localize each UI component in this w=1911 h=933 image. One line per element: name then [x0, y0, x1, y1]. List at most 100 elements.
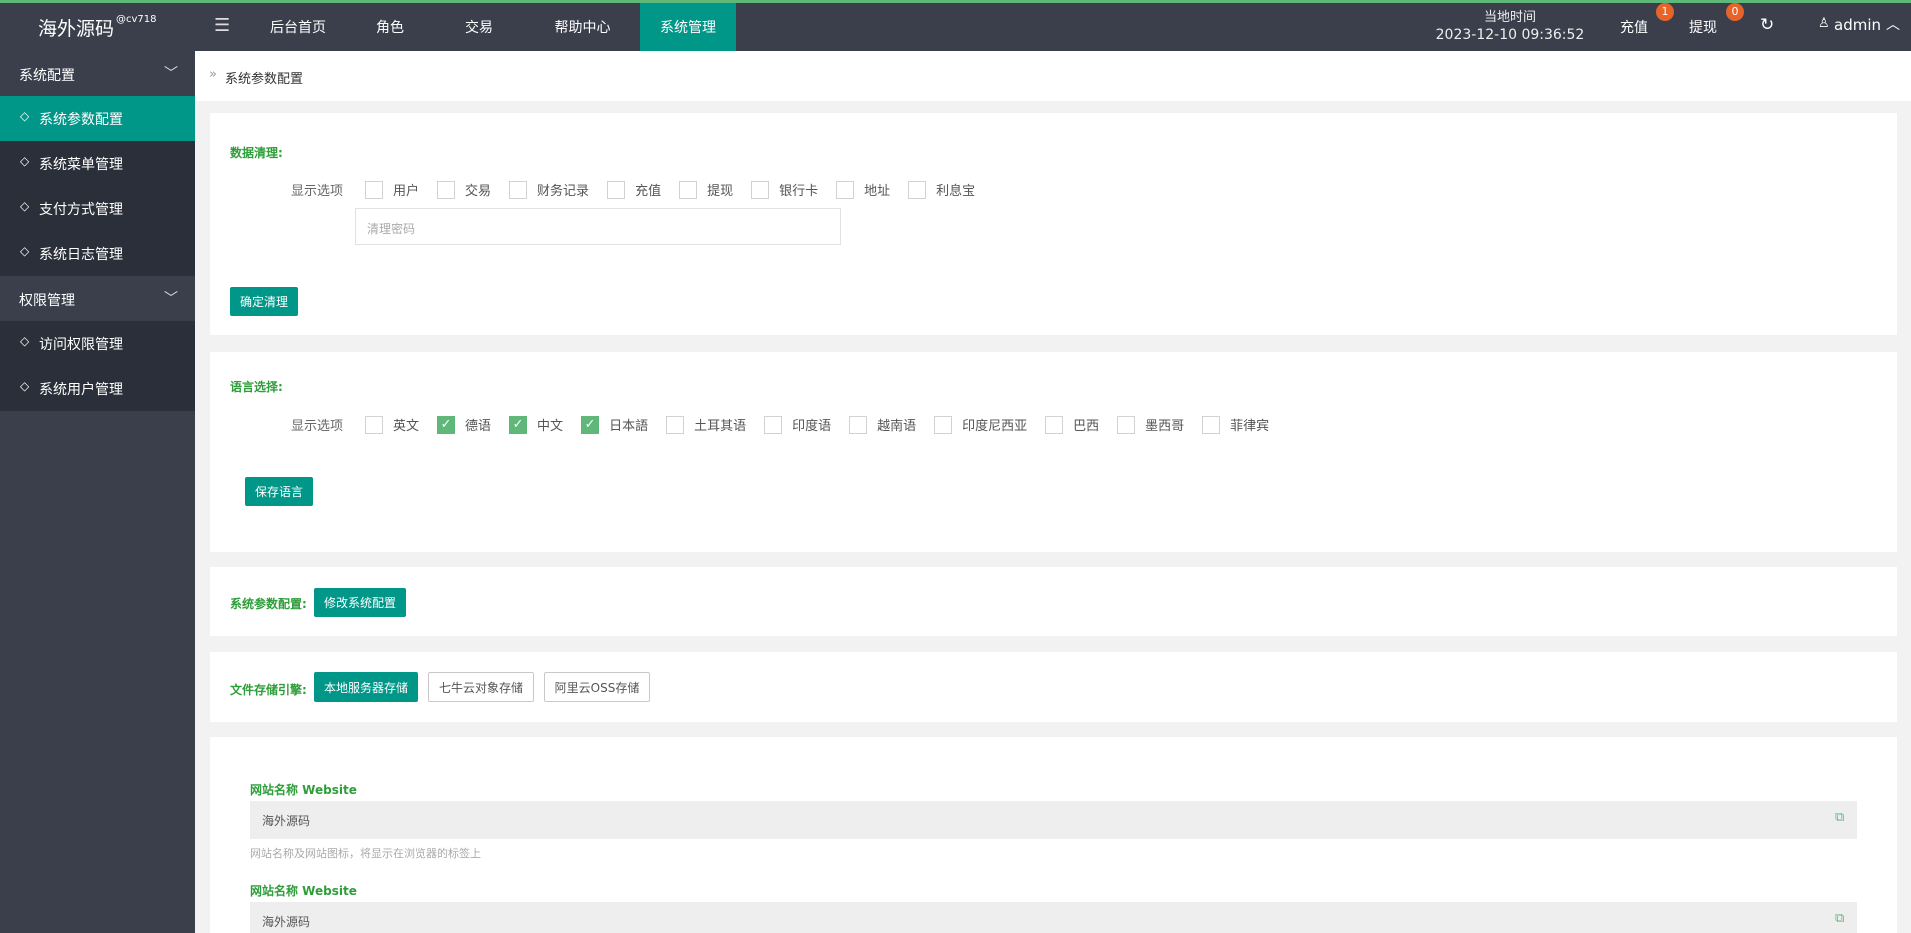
withdraw-badge: 0 [1726, 3, 1744, 21]
nav-item[interactable]: 后台首页 [270, 20, 326, 36]
password-input[interactable]: 清理密码 [355, 208, 841, 245]
top-line [0, 0, 1911, 3]
nav-item[interactable]: 系统管理 [640, 3, 736, 51]
checkbox[interactable] [1045, 415, 1064, 434]
checkbox[interactable]: ✓ [509, 415, 528, 434]
checkbox-label: 提现 [707, 184, 734, 199]
menu-item[interactable]: ◇ 支付方式管理 [0, 186, 195, 231]
checkbox-label: 印度语 [792, 419, 832, 434]
checkbox[interactable] [679, 180, 698, 199]
storage-option[interactable]: 阿里云OSS存储 [544, 672, 650, 702]
checkbox[interactable] [365, 180, 384, 199]
menu-label: 系统日志管理 [39, 247, 123, 263]
menu-item[interactable]: ◇ 系统菜单管理 [0, 141, 195, 186]
breadcrumb-bar: » 系统参数配置 [195, 51, 1911, 101]
breadcrumb[interactable]: 系统参数配置 [225, 72, 304, 87]
checkbox-label: 英文 [393, 419, 420, 434]
menu-label: 系统菜单管理 [39, 157, 123, 173]
recharge[interactable]: 充值 [1620, 20, 1648, 36]
time: 2023-12-10 09:36:52 [1435, 27, 1585, 43]
logo-tag: @cv718 [116, 14, 157, 25]
checkbox[interactable] [934, 415, 953, 434]
panel: 语言选择: 显示选项 英文 ✓ 德语 ✓ 中文 ✓ 日本語 土耳其语 印度语 越南语 印度尼西亚 巴西 墨西… [210, 352, 1897, 552]
menu-item[interactable]: ◇ 系统用户管理 [0, 366, 195, 411]
menu-icon: ◇ [20, 199, 30, 213]
field-value: 海外源码 [262, 814, 311, 828]
time-label: 当地时间 [1483, 10, 1536, 25]
checkbox-label: 利息宝 [936, 184, 976, 199]
menu-item[interactable]: ◇ 系统参数配置 [0, 96, 195, 141]
options-row: 显示选项 英文 ✓ 德语 ✓ 中文 ✓ 日本語 土耳其语 印度语 越南语 印度尼西亚 巴西 墨西哥 菲律宾 [291, 415, 1269, 434]
menu-label: 访问权限管理 [39, 337, 123, 353]
checkbox[interactable] [666, 415, 685, 434]
checkbox[interactable] [908, 180, 927, 199]
sidebar: 系统配置 ﹀ ◇ 系统参数配置 ◇ 系统菜单管理 ◇ 支付方式管理 ◇ 系统日志管理 权限管理 ﹀ ◇ 访… [0, 51, 195, 933]
panel: 系统参数配置: 修改系统配置 [210, 567, 1897, 636]
checkbox[interactable] [437, 180, 456, 199]
menu-item[interactable]: ◇ 访问权限管理 [0, 321, 195, 366]
checkbox[interactable] [607, 180, 626, 199]
panel: 数据清理: 显示选项 用户 交易 财务记录 充值 提现 银行卡 地址 利息宝 清理密码 确定清理 [210, 113, 1897, 335]
copy-icon[interactable]: ⧉ [1835, 911, 1845, 926]
checkbox[interactable]: ✓ [437, 415, 456, 434]
options-label: 显示选项 [291, 184, 344, 199]
checkbox[interactable] [751, 180, 770, 199]
placeholder: 清理密码 [367, 222, 416, 236]
checkbox-label: 墨西哥 [1145, 419, 1185, 434]
user-icon: ♙ [1818, 16, 1830, 31]
field-label: 网站名称 Website [250, 783, 357, 797]
checkbox-label: 巴西 [1073, 419, 1100, 434]
menu-label: 支付方式管理 [39, 202, 123, 218]
button[interactable]: 修改系统配置 [314, 588, 406, 617]
checkbox[interactable] [836, 180, 855, 199]
checkbox[interactable] [509, 180, 528, 199]
storage-option[interactable]: 本地服务器存储 [314, 672, 418, 702]
menu-group[interactable]: 系统配置 [0, 51, 195, 96]
refresh[interactable]: ↻ [1760, 15, 1775, 35]
menu-toggle[interactable]: ☰ [214, 15, 231, 36]
breadcrumb-sep: » [209, 67, 217, 82]
checkbox-label: 交易 [465, 184, 492, 199]
menu-group[interactable]: 权限管理 [0, 276, 195, 321]
options-label: 显示选项 [291, 419, 344, 434]
nav-item[interactable]: 交易 [465, 20, 493, 36]
section-title: 文件存储引擎: [230, 683, 307, 697]
menu-item[interactable]: ◇ 系统日志管理 [0, 231, 195, 276]
checkbox-label: 土耳其语 [694, 419, 747, 434]
nav-item[interactable]: 帮助中心 [554, 20, 611, 36]
checkbox-label: 地址 [864, 184, 891, 199]
menu-icon: ◇ [20, 244, 30, 258]
user-caret: ︿ [1886, 17, 1900, 33]
checkbox[interactable]: ✓ [581, 415, 600, 434]
checkbox[interactable] [764, 415, 783, 434]
checkbox-label: 印度尼西亚 [962, 419, 1028, 434]
panel: 文件存储引擎: 本地服务器存储 七牛云对象存储 阿里云OSS存储 [210, 652, 1897, 722]
checkbox[interactable] [1117, 415, 1136, 434]
header: 海外源码 @cv718 ☰ 后台首页 角色 交易 帮助中心 系统管理 当地时间 2023-12-1… [0, 3, 1911, 51]
checkbox[interactable] [849, 415, 868, 434]
checkbox-label: 中文 [537, 419, 564, 434]
menu-icon: ◇ [20, 334, 30, 348]
field-input[interactable]: 海外源码 ⧉ [250, 902, 1857, 933]
checkbox-label: 用户 [393, 184, 420, 199]
storage-option[interactable]: 七牛云对象存储 [428, 672, 534, 702]
logo: 海外源码 [38, 18, 115, 40]
section-title: 语言选择: [230, 380, 283, 394]
button[interactable]: 确定清理 [230, 287, 298, 316]
group-caret: ﹀ [164, 291, 178, 307]
menu-icon: ◇ [20, 379, 30, 393]
field-input[interactable]: 海外源码 ⧉ [250, 801, 1857, 839]
user[interactable]: admin [1834, 16, 1881, 34]
copy-icon[interactable]: ⧉ [1835, 810, 1845, 825]
withdraw[interactable]: 提现 [1689, 20, 1717, 36]
menu-label: 系统用户管理 [39, 382, 123, 398]
checkbox[interactable] [365, 415, 384, 434]
nav-item[interactable]: 角色 [376, 20, 404, 36]
button[interactable]: 保存语言 [245, 477, 313, 506]
checkbox-label: 越南语 [877, 419, 917, 434]
checkbox[interactable] [1202, 415, 1221, 434]
checkbox-label: 银行卡 [779, 184, 819, 199]
field-hint: 网站名称及网站图标，将显示在浏览器的标签上 [250, 847, 481, 860]
menu-icon: ◇ [20, 154, 30, 168]
